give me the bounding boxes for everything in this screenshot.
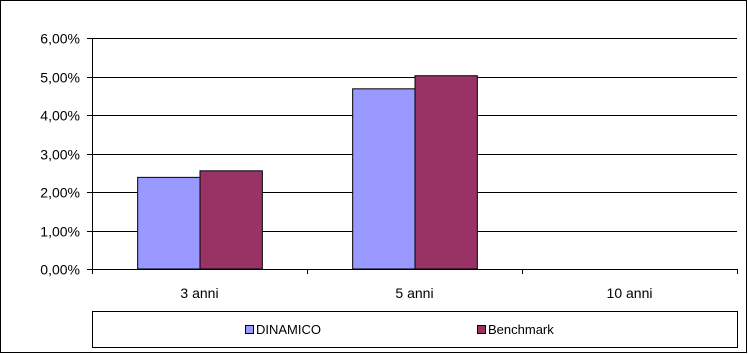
legend-box xyxy=(92,311,738,348)
y-tick-label: 0,00% xyxy=(40,262,80,278)
x-tick-labels: 3 anni 5 anni 10 anni xyxy=(180,285,652,301)
legend: DINAMICO Benchmark xyxy=(92,311,738,348)
x-tick-label: 5 anni xyxy=(395,285,433,301)
y-tick-label: 5,00% xyxy=(40,70,80,86)
bar-benchmark-3-anni xyxy=(199,170,263,270)
legend-label: Benchmark xyxy=(488,322,554,337)
bars xyxy=(137,75,478,270)
y-tick-label: 6,00% xyxy=(40,31,80,47)
y-tick-label: 4,00% xyxy=(40,108,80,124)
bar-dinamico-3-anni xyxy=(137,176,201,270)
y-tick-label: 2,00% xyxy=(40,185,80,201)
x-tick-label: 10 anni xyxy=(607,285,653,301)
axes xyxy=(87,38,738,274)
x-tick-label: 3 anni xyxy=(180,285,218,301)
bar-dinamico-5-anni xyxy=(352,88,416,270)
legend-swatch xyxy=(245,325,254,334)
legend-label: DINAMICO xyxy=(256,322,321,337)
y-tick-label: 1,00% xyxy=(40,224,80,240)
y-tick-label: 3,00% xyxy=(40,147,80,163)
bar-benchmark-5-anni xyxy=(414,75,478,270)
legend-swatch xyxy=(477,325,486,334)
y-tick-labels: 0,00% 1,00% 2,00% 3,00% 4,00% 5,00% 6,00% xyxy=(40,31,80,278)
